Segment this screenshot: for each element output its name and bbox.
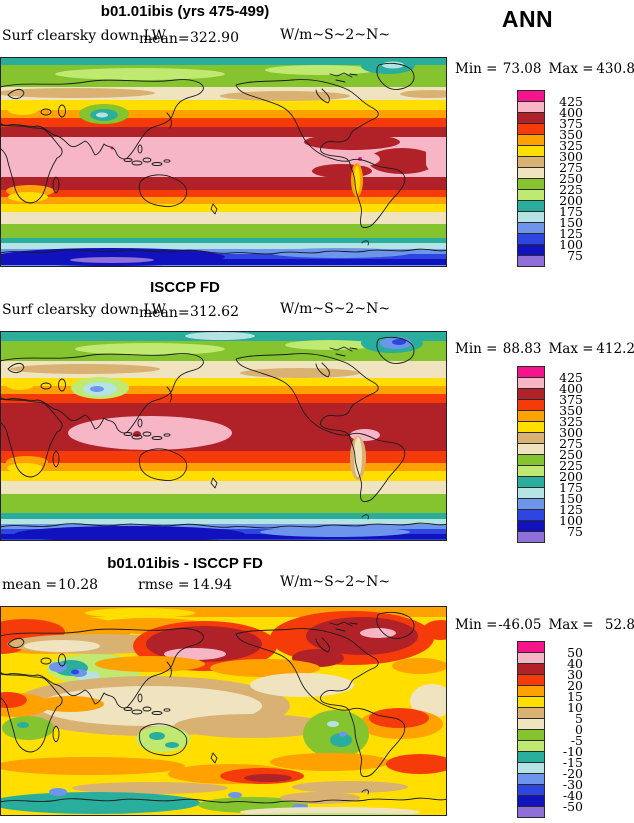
panel1-max-value: 430.85 [596,61,634,77]
panel3-mean-value: 10.28 [58,577,99,593]
panel1-mean-label: mean= [139,31,190,47]
colorbar-tick-label: 0 [575,722,583,737]
panel2-min-label: Min = [455,341,498,357]
colorbar-tick-label: 75 [567,524,583,539]
colorbar-tick-label: 15 [567,689,583,704]
colorbar-tick-label: 300 [559,149,583,164]
panel1-min-value: 73.08 [502,61,542,77]
colorbar-tick-label: 250 [559,171,583,186]
season-label: ANN [501,6,554,32]
panel3-units-label: W/m~S~2~N~ [280,574,391,590]
colorbar-tick-label: 400 [559,105,583,120]
panel2-title: ISCCP FD [150,279,220,296]
map-model-features [0,58,447,266]
panel1-colorbar: 425 400 375 350 325 300 275 250 225 200 175 150 125 1… [517,90,583,267]
panel1-minmax: Min =73.08 Max =430.85 [455,61,634,77]
colorbar-cell-purple [517,806,545,818]
colorbar-tick-label: 150 [559,491,583,506]
colorbar-tick-label: 125 [559,502,583,517]
panel1-title: b01.01ibis (yrs 475-499) [100,3,270,20]
colorbar-tick-label: -50 [562,799,583,814]
panel3-min-label: Min = [455,617,498,633]
colorbar-tick-label: 325 [559,138,583,153]
colorbar-tick-label: 30 [567,667,583,682]
colorbar-tick-label: 425 [559,370,583,385]
colorbar-tick-label: -5 [570,733,583,748]
colorbar-tick-label: -15 [562,755,583,770]
colorbar-tick-label: 125 [559,226,583,241]
panel3-mean-label: mean = [2,577,58,593]
colorbar-tick-label: 325 [559,414,583,429]
colorbar-tick-label: 100 [559,513,583,528]
colorbar-tick-label: 225 [559,182,583,197]
colorbar-tick-label: 175 [559,204,583,219]
panel2-min-value: 88.83 [502,341,542,357]
map-model [0,57,447,267]
colorbar-tick-label: 225 [559,458,583,473]
map-diff-frame [0,606,447,816]
map-obs-frame [0,331,447,541]
colorbar-tick-label: 275 [559,436,583,451]
panel2-mean-value: 312.62 [190,304,239,320]
panel1-max-label: Max = [548,61,594,77]
panel1-field-label: Surf clearsky down LW [2,28,166,44]
panel1-min-label: Min = [455,61,498,77]
panel3-rmse-label: rmse = [138,577,190,593]
colorbar-tick-label: 400 [559,381,583,396]
colorbar-tick-label: -30 [562,777,583,792]
panel2-field-label: Surf clearsky down LW [2,302,166,318]
colorbar-tick-label: 300 [559,425,583,440]
panel2-units-label: W/m~S~2~N~ [280,301,391,317]
panel1-mean-value: 322.90 [190,30,239,46]
colorbar-tick-label: 10 [567,700,583,715]
panel3-max-value: 52.80 [604,617,634,633]
colorbar-tick-label: 175 [559,480,583,495]
colorbar-tick-label: -20 [562,766,583,781]
panel3-colorbar: 50 40 30 20 15 10 5 0 -5 -10 -15 -20 -30 -40 -50 [517,641,583,818]
colorbar-cell-purple [517,255,545,267]
colorbar-tick-label: 375 [559,116,583,131]
colorbar-tick-label: 50 [567,645,583,660]
colorbar-tick-label: 75 [567,248,583,263]
map-diff-features [0,608,447,816]
colorbar-tick-label: 425 [559,94,583,109]
colorbar-tick-label: 20 [567,678,583,693]
colorbar-tick-label: 350 [559,127,583,142]
colorbar-tick-label: 200 [559,193,583,208]
colorbar-tick-label: 375 [559,392,583,407]
map-model-frame [0,57,447,267]
panel1-units-label: W/m~S~2~N~ [280,27,391,43]
map-diff [0,606,447,816]
panel2-colorbar: 425 400 375 350 325 300 275 250 225 200 175 150 125 1… [517,366,583,543]
panel2-minmax: Min =88.83 Max =412.26 [455,341,634,357]
panel3-min-value: -46.05 [498,617,542,633]
panel3-rmse-value: 14.94 [192,577,233,593]
colorbar-tick-label: 200 [559,469,583,484]
colorbar-cell-purple [517,531,545,543]
panel2-max-label: Max = [548,341,594,357]
panel2-mean-label: mean= [139,305,190,321]
colorbar-tick-label: 350 [559,403,583,418]
panel3-title: b01.01ibis - ISCCP FD [107,555,263,572]
colorbar-tick-label: 275 [559,160,583,175]
colorbar-tick-label: 5 [575,711,583,726]
panel2-max-value: 412.26 [596,341,634,357]
colorbar-tick-label: -10 [562,744,583,759]
panel3-minmax: Min =-46.05 Max = 52.80 [455,617,634,633]
colorbar-tick-label: 250 [559,447,583,462]
colorbar-tick-label: 40 [567,656,583,671]
colorbar-tick-label: -40 [562,788,583,803]
colorbar-tick-label: 100 [559,237,583,252]
colorbar-tick-label: 150 [559,215,583,230]
panel3-max-label: Max = [548,617,594,633]
map-obs [0,331,447,541]
